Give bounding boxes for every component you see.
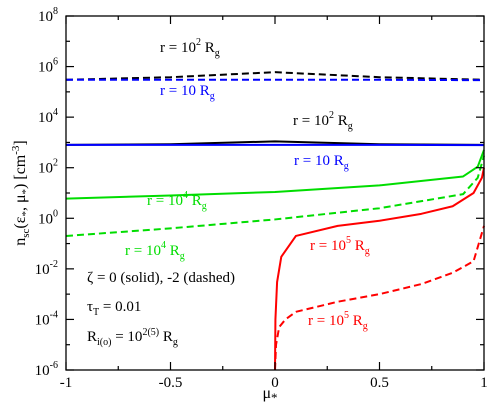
y-tick-label: 106 bbox=[38, 57, 58, 76]
y-tick-label: 10-6 bbox=[35, 360, 58, 379]
x-tick-label: 0 bbox=[271, 375, 279, 391]
y-tick-label: 100 bbox=[38, 208, 58, 227]
y-tick-label: 104 bbox=[38, 107, 58, 126]
legend-zeta: ζ = 0 (solid), -2 (dashed) bbox=[87, 270, 235, 286]
y-tick-label: 10-4 bbox=[35, 309, 58, 328]
curve-label-3: r = 102 Rg bbox=[293, 110, 353, 132]
curve-label-5: r = 104 Rg bbox=[147, 190, 207, 212]
curve-label-8: r = 105 Rg bbox=[308, 310, 368, 332]
curve-label-1: r = 102 Rg bbox=[160, 37, 220, 59]
curve-label-6: r = 104 Rg bbox=[125, 240, 185, 262]
y-tick-label: 10-2 bbox=[35, 259, 58, 278]
curve-label-2: r = 10 Rg bbox=[160, 83, 215, 102]
curve-label-7: r = 105 Rg bbox=[310, 235, 370, 257]
curve-label-4: r = 10 Rg bbox=[294, 153, 349, 172]
series-line-6 bbox=[65, 155, 485, 237]
svg-text:nsc(ε*, μ*) [cm-3]: nsc(ε*, μ*) [cm-3] bbox=[10, 140, 32, 246]
series-line-7 bbox=[274, 167, 485, 371]
x-tick-label: -0.5 bbox=[159, 375, 183, 391]
y-tick-label: 102 bbox=[38, 158, 58, 177]
series-line-8 bbox=[274, 225, 485, 371]
axis-ticks bbox=[65, 15, 485, 371]
legend-r-io: Ri(o) = 102(5) Rg bbox=[87, 327, 178, 348]
x-tick-labels: -1 -0.5 0 0.5 1 bbox=[60, 375, 488, 391]
y-axis-label: nsc(ε*, μ*) [cm-3] bbox=[10, 140, 32, 246]
x-tick-label: 0.5 bbox=[370, 375, 389, 391]
x-tick-label: 1 bbox=[480, 375, 488, 391]
x-tick-label: -1 bbox=[60, 375, 73, 391]
x-axis-label: μ* bbox=[262, 385, 277, 405]
y-tick-label: 108 bbox=[38, 6, 58, 25]
y-tick-labels: 10-6 10-4 10-2 100 102 104 106 108 bbox=[35, 6, 58, 379]
curve-annotations: r = 102 Rg r = 10 Rg r = 102 Rg r = 10 Rg r … bbox=[125, 37, 370, 332]
parameter-legend: ζ = 0 (solid), -2 (dashed) τT = 0.01 Ri(… bbox=[87, 270, 235, 348]
plot-lines bbox=[65, 71, 485, 371]
series-line-1 bbox=[65, 71, 485, 81]
legend-tau: τT = 0.01 bbox=[87, 299, 141, 318]
series-line-5 bbox=[65, 149, 485, 200]
